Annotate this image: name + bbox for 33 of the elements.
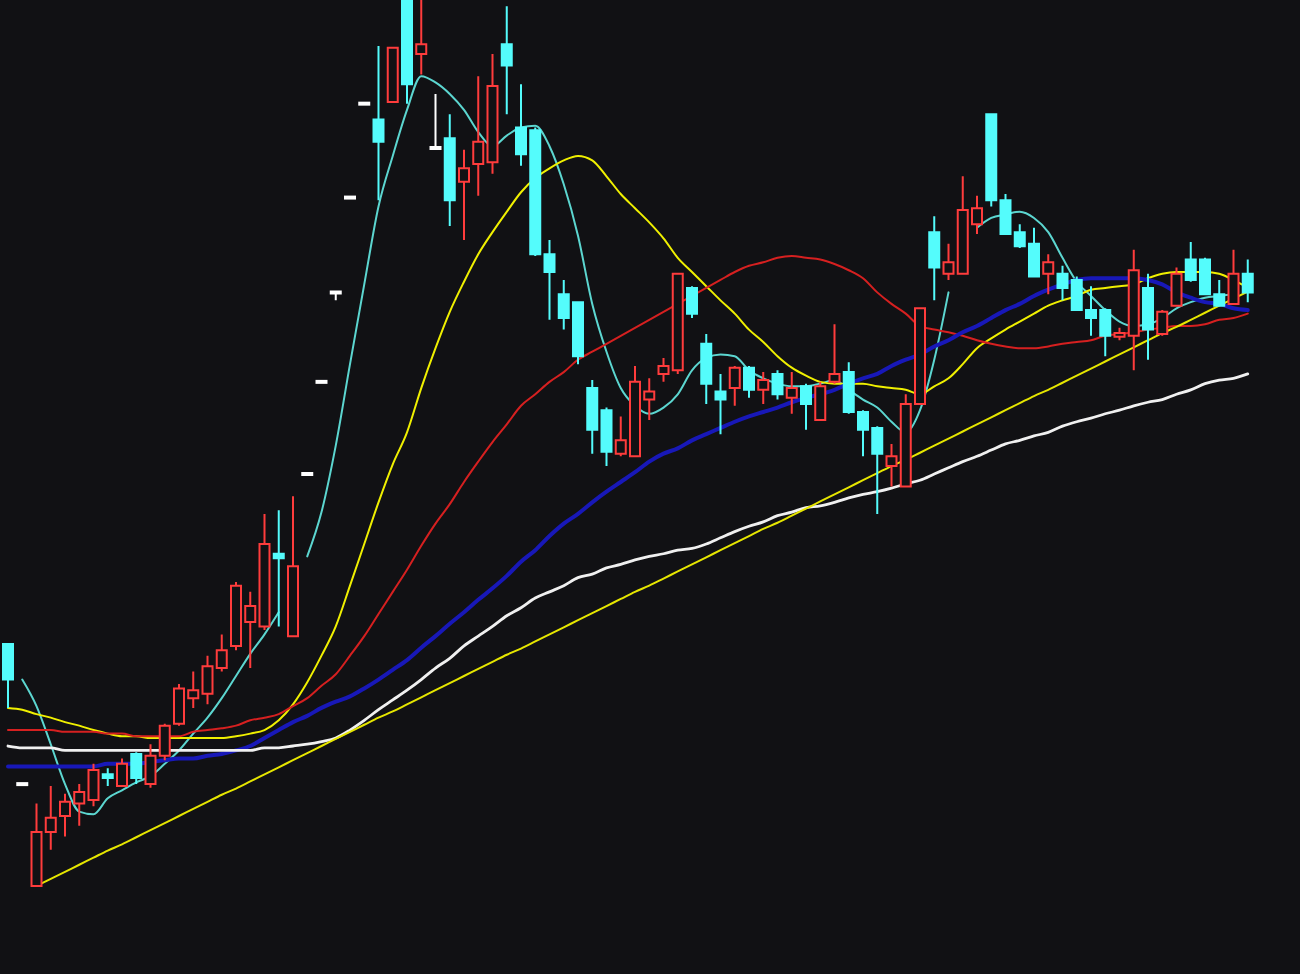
candlestick: [828, 323, 841, 385]
candlestick: [101, 767, 114, 787]
candlestick: [714, 372, 727, 436]
candlestick: [287, 495, 299, 638]
candlestick: [928, 215, 941, 302]
candlestick: [443, 113, 456, 227]
candlestick: [116, 757, 128, 787]
candlestick: [686, 285, 698, 320]
candlestick: [401, 0, 413, 105]
candlestick: [1156, 309, 1169, 337]
candlestick: [329, 290, 342, 302]
candlestick: [1042, 253, 1055, 296]
candlestick: [800, 382, 812, 431]
candlestick: [372, 45, 385, 202]
candlestick: [1142, 272, 1154, 361]
candlestick: [1227, 248, 1240, 305]
candlestick: [458, 148, 470, 242]
candlestick: [743, 364, 755, 399]
candlestick: [415, 0, 428, 76]
candlestick: [757, 371, 770, 406]
candlestick: [814, 380, 827, 421]
candlestick: [429, 92, 442, 150]
candlestick: [1170, 266, 1183, 307]
candlestick: [771, 369, 784, 401]
candlestick: [500, 5, 513, 116]
candlestick: [130, 751, 143, 786]
candlestick: [1241, 258, 1254, 304]
candlestick: [728, 364, 741, 407]
candlestick: [2, 643, 14, 709]
candlestick: [700, 333, 713, 406]
candlestick: [272, 509, 285, 628]
candlestick: [785, 371, 798, 415]
candlestick: [386, 46, 399, 103]
